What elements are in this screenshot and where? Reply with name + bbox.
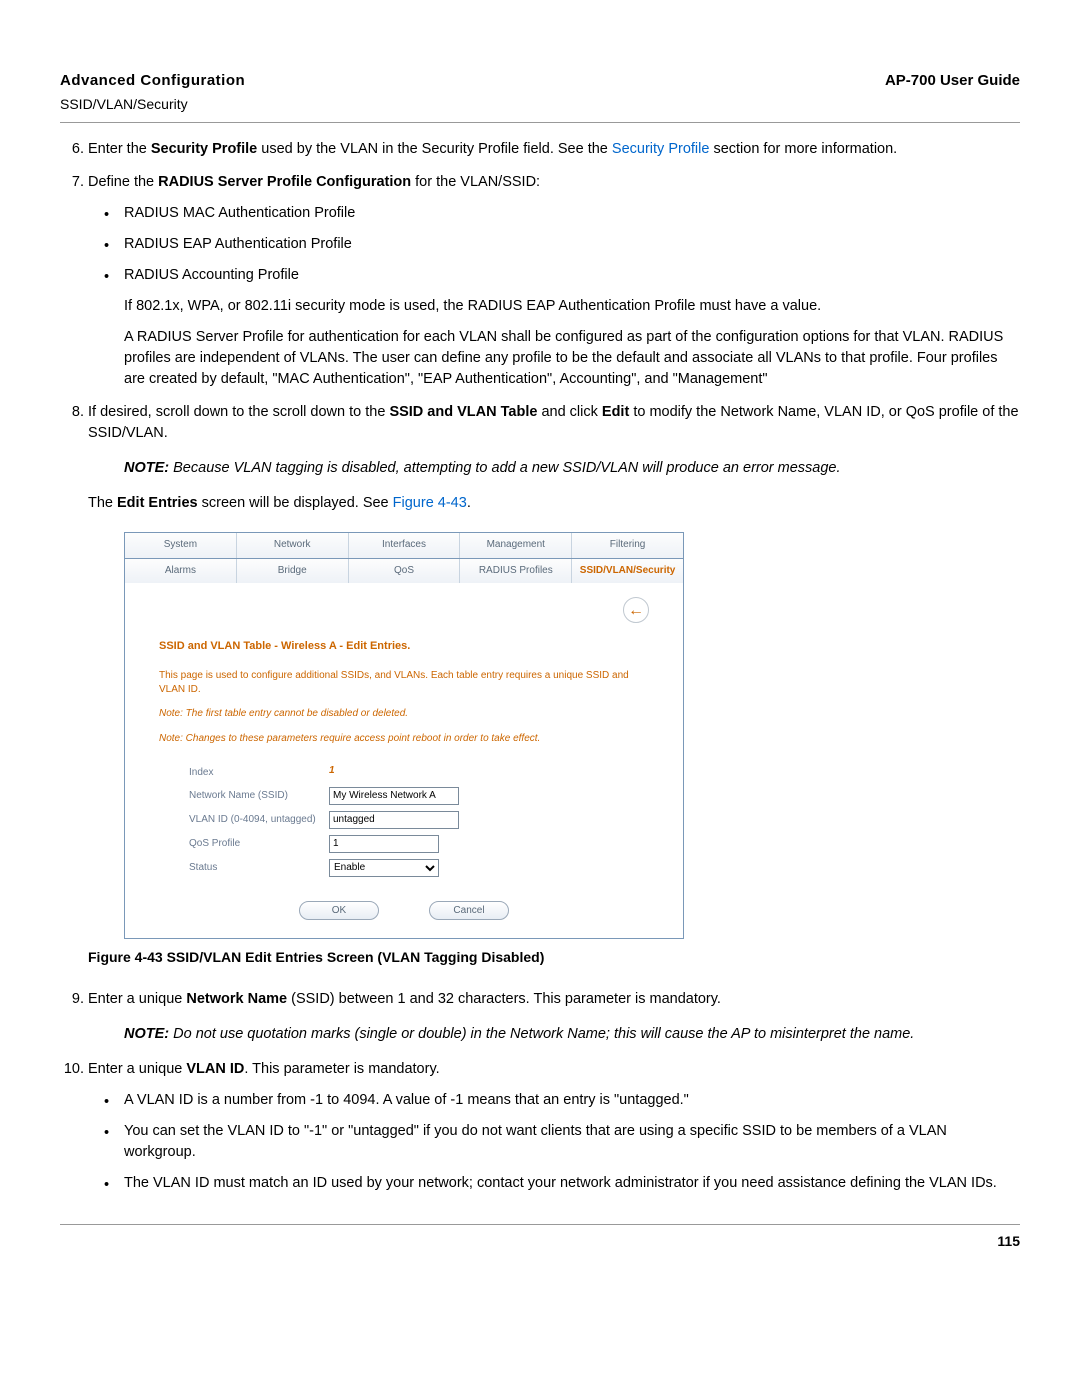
tab-qos[interactable]: QoS [349, 559, 461, 584]
row-status: Status Enable [189, 859, 649, 877]
row-qos: QoS Profile [189, 835, 649, 853]
step-8: 8. If desired, scroll down to the scroll… [88, 402, 1020, 967]
step-10-bullets: •A VLAN ID is a number from -1 to 4094. … [88, 1090, 1020, 1194]
vlan-input[interactable] [329, 811, 459, 829]
value-index: 1 [329, 764, 335, 779]
step-7-bullets: •RADIUS MAC Authentication Profile •RADI… [88, 203, 1020, 286]
tab-row-2: Alarms Bridge QoS RADIUS Profiles SSID/V… [125, 559, 683, 584]
step-7-text: Define the RADIUS Server Profile Configu… [88, 174, 540, 190]
tab-ssid-vlan[interactable]: SSID/VLAN/Security [572, 559, 683, 584]
panel-body: ← SSID and VLAN Table - Wireless A - Edi… [125, 583, 683, 937]
label-vlan: VLAN ID (0-4094, untagged) [189, 811, 329, 828]
back-button[interactable]: ← [623, 597, 649, 623]
step-7-para1: If 802.1x, WPA, or 802.11i security mode… [88, 296, 1020, 317]
tab-system[interactable]: System [125, 533, 237, 558]
list-item: •You can set the VLAN ID to "-1" or "unt… [124, 1121, 1020, 1163]
step-10: 10. Enter a unique VLAN ID. This paramet… [88, 1059, 1020, 1194]
step-7-num: 7. [60, 172, 84, 193]
step-8-note: NOTE: Because VLAN tagging is disabled, … [88, 458, 1020, 479]
header-guide-title: AP-700 User Guide [885, 70, 1020, 92]
tab-alarms[interactable]: Alarms [125, 559, 237, 584]
ssid-input[interactable] [329, 787, 459, 805]
step-9-num: 9. [60, 989, 84, 1010]
header-divider [60, 122, 1020, 123]
list-item: •RADIUS EAP Authentication Profile [124, 234, 1020, 255]
list-item: •The VLAN ID must match an ID used by yo… [124, 1173, 1020, 1194]
row-vlan: VLAN ID (0-4094, untagged) [189, 811, 649, 829]
step-8-line2: The Edit Entries screen will be displaye… [88, 493, 1020, 514]
button-row: OK Cancel [159, 901, 649, 920]
step-6-text: Enter the Security Profile used by the V… [88, 141, 897, 157]
step-9-note: NOTE: Do not use quotation marks (single… [88, 1024, 1020, 1045]
tab-bridge[interactable]: Bridge [237, 559, 349, 584]
step-list: 6. Enter the Security Profile used by th… [60, 139, 1020, 1194]
label-index: Index [189, 764, 329, 781]
page-header: Advanced Configuration SSID/VLAN/Securit… [60, 70, 1020, 114]
panel-note2: Note: Changes to these parameters requir… [159, 732, 649, 747]
step-10-text: Enter a unique VLAN ID. This parameter i… [88, 1061, 440, 1077]
page-number: 115 [60, 1231, 1020, 1251]
tab-row-1: System Network Interfaces Management Fil… [125, 533, 683, 559]
tab-management[interactable]: Management [460, 533, 572, 558]
step-6: 6. Enter the Security Profile used by th… [88, 139, 1020, 160]
status-select[interactable]: Enable [329, 859, 439, 877]
step-7-para2: A RADIUS Server Profile for authenticati… [88, 327, 1020, 390]
label-qos: QoS Profile [189, 835, 329, 852]
footer-divider [60, 1224, 1020, 1225]
qos-input[interactable] [329, 835, 439, 853]
label-ssid: Network Name (SSID) [189, 787, 329, 804]
list-item: •RADIUS MAC Authentication Profile [124, 203, 1020, 224]
list-item: •RADIUS Accounting Profile [124, 265, 1020, 286]
step-10-num: 10. [54, 1059, 84, 1080]
step-8-num: 8. [60, 402, 84, 423]
tab-filtering[interactable]: Filtering [572, 533, 683, 558]
form-area: Index 1 Network Name (SSID) VLAN ID (0-4… [189, 764, 649, 877]
ok-button[interactable]: OK [299, 901, 379, 920]
header-section-sub: SSID/VLAN/Security [60, 94, 245, 114]
panel-title: SSID and VLAN Table - Wireless A - Edit … [159, 639, 649, 655]
list-item: •A VLAN ID is a number from -1 to 4094. … [124, 1090, 1020, 1111]
step-6-num: 6. [60, 139, 84, 160]
label-status: Status [189, 859, 329, 876]
back-row: ← [159, 597, 649, 623]
step-7: 7. Define the RADIUS Server Profile Conf… [88, 172, 1020, 390]
figure-link[interactable]: Figure 4-43 [393, 495, 467, 511]
security-profile-link[interactable]: Security Profile [612, 141, 710, 157]
step-9: 9. Enter a unique Network Name (SSID) be… [88, 989, 1020, 1045]
tab-interfaces[interactable]: Interfaces [349, 533, 461, 558]
panel-desc: This page is used to configure additiona… [159, 669, 649, 697]
header-left: Advanced Configuration SSID/VLAN/Securit… [60, 70, 245, 114]
config-screenshot: System Network Interfaces Management Fil… [124, 532, 684, 938]
tab-radius[interactable]: RADIUS Profiles [460, 559, 572, 584]
row-index: Index 1 [189, 764, 649, 781]
header-section-title: Advanced Configuration [60, 70, 245, 92]
tab-network[interactable]: Network [237, 533, 349, 558]
back-arrow-icon: ← [628, 599, 644, 622]
panel-note1: Note: The first table entry cannot be di… [159, 707, 649, 722]
row-ssid: Network Name (SSID) [189, 787, 649, 805]
figure-caption: Figure 4-43 SSID/VLAN Edit Entries Scree… [88, 947, 1020, 967]
cancel-button[interactable]: Cancel [429, 901, 509, 920]
step-9-text: Enter a unique Network Name (SSID) betwe… [88, 991, 721, 1007]
step-8-text: If desired, scroll down to the scroll do… [88, 404, 1019, 441]
